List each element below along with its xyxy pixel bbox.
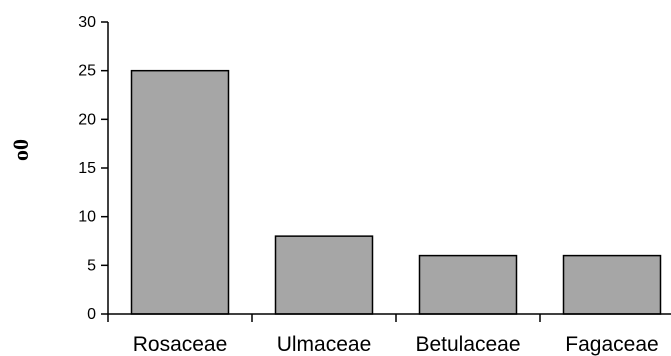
y-tick-label: 0 [87, 306, 96, 323]
bar-rosaceae [130, 69, 230, 315]
y-tick-label: 5 [87, 257, 96, 274]
y-axis-ticks: 0 5 10 15 20 25 30 [78, 14, 108, 323]
y-tick-label: 15 [78, 160, 96, 177]
x-axis-ticks: Rosaceae Ulmaceae Betulaceae Fagaceae [107, 314, 659, 356]
y-tick-label: 30 [78, 14, 96, 31]
bar-fagaceae [562, 254, 662, 315]
x-tick-label: Ulmaceae [277, 333, 372, 356]
x-tick-label: Betulaceae [415, 333, 520, 356]
y-tick-label: 20 [78, 111, 96, 128]
y-tick-label: 25 [78, 63, 96, 80]
x-tick-label: Rosaceae [133, 333, 228, 356]
bars-group [130, 69, 662, 315]
y-axis-title: o0 [8, 139, 33, 161]
y-tick-label: 10 [78, 209, 96, 226]
bar-ulmaceae [274, 235, 374, 315]
bar-betulaceae [418, 254, 518, 315]
x-tick-label: Fagaceae [565, 333, 658, 356]
